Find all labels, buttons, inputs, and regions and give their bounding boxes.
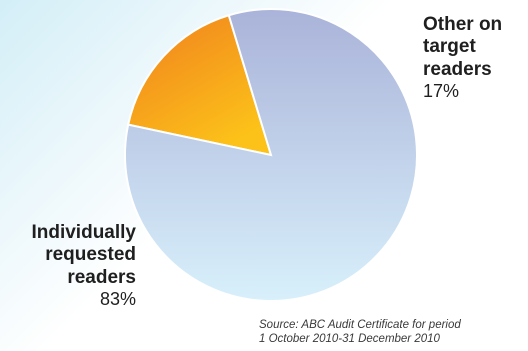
- slice-label-individual-value: 83%: [99, 289, 136, 310]
- slice-label-other-value: 17%: [423, 81, 460, 102]
- pie-slice-other: [127, 13, 273, 157]
- slice-label-individual-name: Individually requested readers: [31, 222, 136, 288]
- source-note: Source: ABC Audit Certificate for period…: [259, 319, 461, 346]
- slice-label-individual: Individually requested readers 83%: [31, 222, 136, 310]
- slice-label-other: Other on target readers 17%: [423, 14, 502, 102]
- slice-label-other-name: Other on target readers: [423, 14, 503, 80]
- pie-slice-individual: [124, 8, 418, 302]
